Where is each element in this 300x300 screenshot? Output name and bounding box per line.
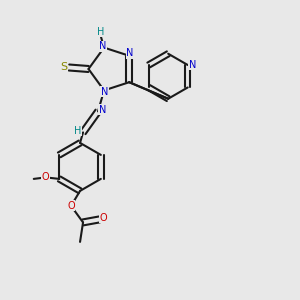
Text: O: O	[42, 172, 50, 182]
Text: O: O	[67, 201, 75, 211]
Text: S: S	[60, 62, 67, 73]
Text: N: N	[99, 41, 106, 51]
Text: N: N	[126, 48, 134, 59]
Text: N: N	[99, 105, 106, 115]
Text: O: O	[99, 213, 107, 223]
Text: N: N	[101, 87, 108, 97]
Text: N: N	[188, 60, 196, 70]
Text: H: H	[98, 27, 105, 37]
Text: H: H	[74, 126, 81, 136]
